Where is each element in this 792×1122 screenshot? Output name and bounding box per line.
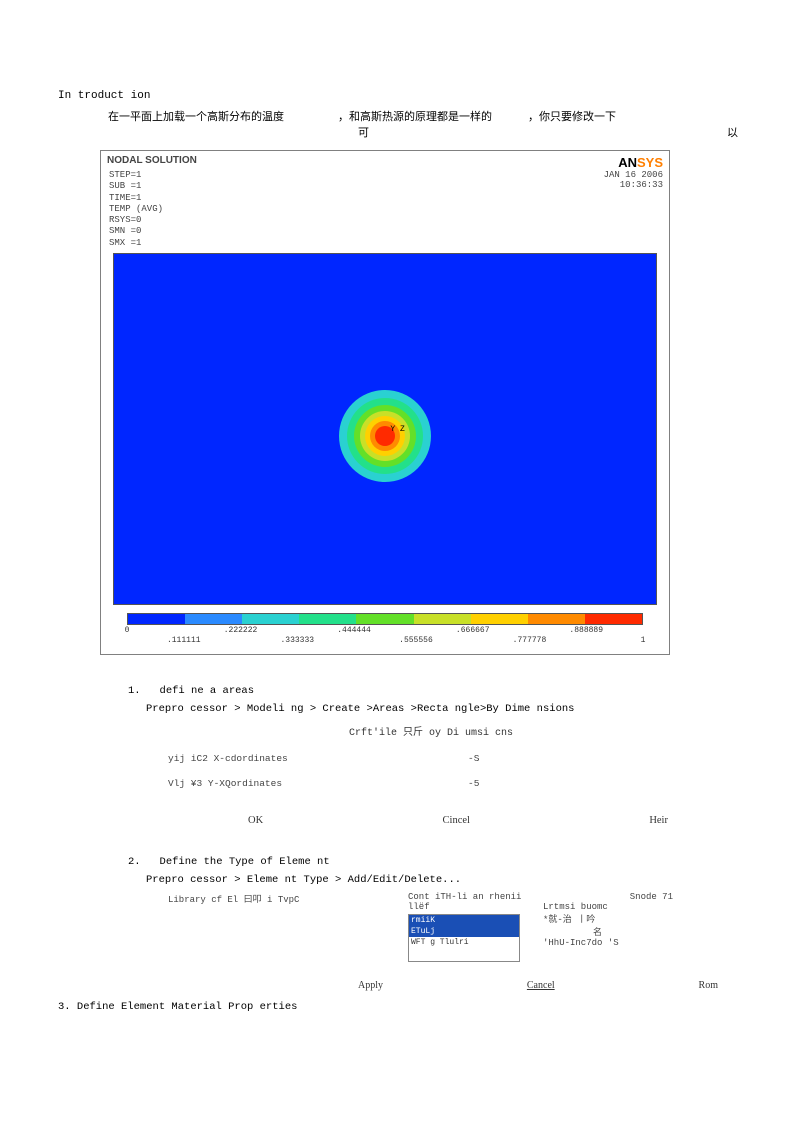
- step1-heading: 1. defi ne a areas: [128, 685, 734, 697]
- logo-sys: SYS: [637, 155, 663, 170]
- intro-seg5: 以: [727, 124, 738, 140]
- colorbar-labels: 0.222222.444444.666667.888889.111111.333…: [127, 626, 643, 646]
- step3-heading: 3. Define Element Material Prop erties: [58, 1001, 734, 1013]
- intro-seg4: 可: [358, 124, 369, 140]
- step1-num: 1.: [128, 685, 141, 697]
- step2-heading: 2. Define the Type of Eleme nt: [128, 856, 734, 868]
- ansys-plot-frame: NODAL SOLUTION ANSYS STEP=1SUB =1TIME=1T…: [100, 150, 670, 655]
- date-text: JAN 16 2006: [604, 170, 663, 180]
- axis-label: Y Z: [390, 425, 404, 434]
- logo-an: AN: [618, 155, 637, 170]
- solution-stats: STEP=1SUB =1TIME=1TEMP (AVG)RSYS=0SMN =0…: [107, 170, 163, 249]
- list-item[interactable]: WFT g Tlulri: [409, 937, 519, 948]
- intro-line-1: 在一平面上加载一个高斯分布的温度 ，和高斯热源的原理都是一样的 ，你只要修改一下: [108, 108, 734, 124]
- step2-title: Define the Type of Eleme nt: [160, 856, 330, 868]
- xcoord-label: yij iC2 X-cdordinates: [168, 753, 468, 764]
- ok-button[interactable]: OK: [248, 815, 263, 826]
- intro-seg1: 在一平面上加载一个高斯分布的温度: [108, 108, 338, 124]
- step1-path: Prepro cessor > Modeli ng > Create >Area…: [146, 703, 734, 715]
- right-text3: *就-治 丨吟: [543, 912, 673, 925]
- right-text2: Lrtmsi buomc: [543, 902, 673, 912]
- cancel-button-2[interactable]: Cancel: [527, 980, 555, 991]
- intro-seg2: ，和高斯热源的原理都是一样的: [338, 108, 528, 124]
- list-item-selected2[interactable]: ETuLj: [409, 926, 519, 937]
- ycoord-value: -5: [468, 778, 479, 789]
- intro-line-2: 可 以: [358, 124, 738, 140]
- intro-seg3: ，你只要修改一下: [528, 108, 616, 124]
- nodal-solution-label: NODAL SOLUTION: [107, 155, 197, 170]
- solution-date: JAN 16 2006 10:36:33: [604, 170, 663, 249]
- right-snode: Snode 71: [543, 892, 673, 902]
- ycoord-label: Vlj ¥3 Y-XQordinates: [168, 778, 468, 789]
- colorbar: [127, 613, 643, 625]
- rom-button[interactable]: Rom: [699, 980, 718, 991]
- contour-plot: Y Z: [113, 253, 657, 605]
- element-listbox[interactable]: rmiiK ETuLj WFT g Tlulri: [408, 914, 520, 962]
- time-text: 10:36:33: [604, 180, 663, 190]
- step2-path: Prepro cessor > Eleme nt Type > Add/Edit…: [146, 874, 734, 886]
- page-title: In troduct ion: [58, 90, 734, 102]
- colorbar-row: 0.222222.444444.666667.888889.111111.333…: [127, 613, 643, 646]
- library-label: Library cf El 曰叩 i TvpC: [168, 892, 408, 962]
- cancel-button[interactable]: Cincel: [443, 815, 470, 826]
- step1-title: defi ne a areas: [160, 685, 255, 697]
- list-item-selected[interactable]: rmiiK: [409, 915, 519, 926]
- ansys-logo: ANSYS: [618, 155, 663, 170]
- xcoord-value: -S: [468, 753, 479, 764]
- help-button[interactable]: Heir: [649, 815, 668, 826]
- right-text4: 名: [593, 925, 673, 938]
- right-text5: 'HhU-Inc7do 'S: [543, 938, 673, 948]
- step1-dialog-title: Crft'ile 只斤 oy Di umsi cns: [128, 723, 734, 739]
- step2-num: 2.: [128, 856, 141, 868]
- mid-top-text: Cont iTH-li an rhenii llëf: [408, 892, 543, 912]
- apply-button[interactable]: Apply: [358, 980, 383, 991]
